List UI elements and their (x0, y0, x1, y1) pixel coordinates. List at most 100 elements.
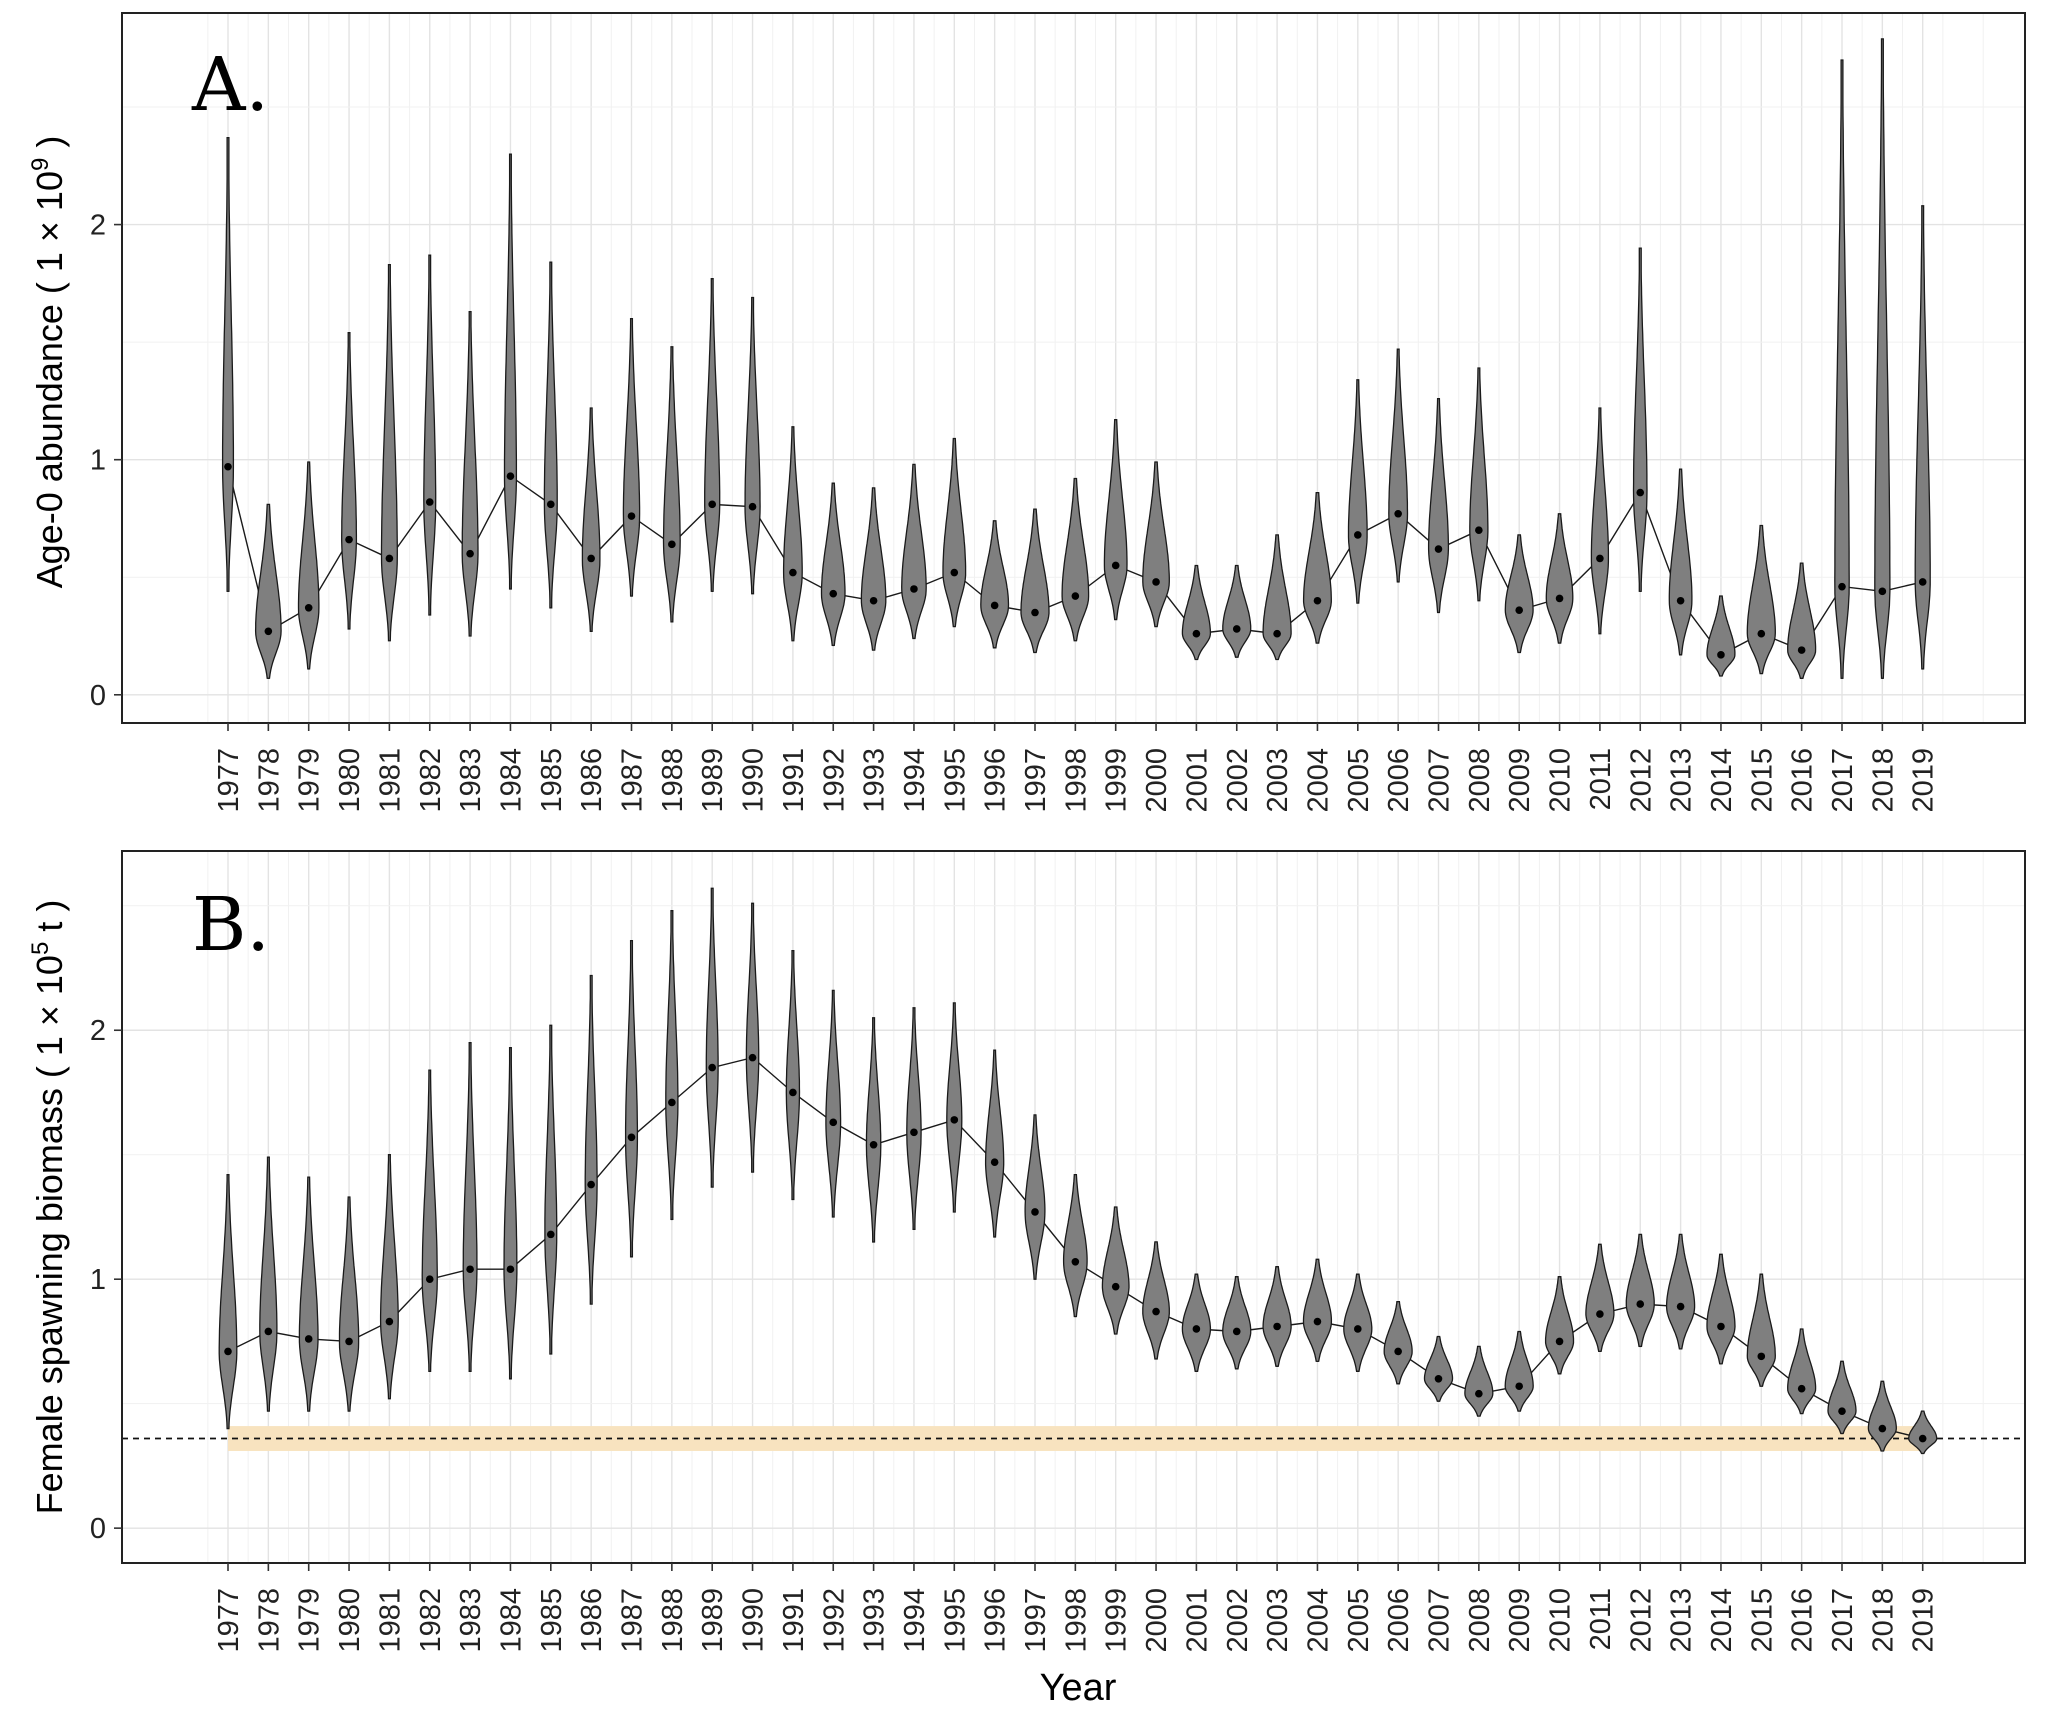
violin-2006 (1383, 1300, 1413, 1385)
median-point-2012 (1636, 1300, 1645, 1308)
median-point-1979 (304, 604, 313, 612)
median-point-1985 (547, 1230, 555, 1239)
median-point-2009 (1515, 606, 1523, 614)
x-tick-label: 1991 (778, 748, 810, 813)
median-point-1983 (466, 549, 474, 558)
median-point-1980 (345, 1337, 353, 1346)
median-point-1989 (708, 500, 716, 509)
median-point-2004 (1313, 596, 1322, 605)
violin-2007 (1427, 397, 1450, 614)
x-tick-label: 2012 (1625, 748, 1657, 813)
median-point-1986 (587, 1180, 595, 1189)
violin-2004 (1302, 491, 1332, 644)
x-tick-label: 1994 (899, 1588, 931, 1653)
x-tick-label: 2014 (1706, 1588, 1738, 1653)
median-point-2013 (1676, 1302, 1685, 1311)
median-point-1999 (1111, 561, 1120, 570)
y-tick-label: 1 (90, 445, 106, 477)
x-tick-label: 1996 (980, 748, 1012, 813)
median-point-1996 (990, 601, 999, 610)
violin-2001 (1181, 1273, 1212, 1372)
median-point-1977 (224, 1347, 232, 1356)
violin-2009 (1504, 1330, 1534, 1412)
x-tick-label: 1986 (576, 1588, 608, 1653)
panel-a-y-axis-label: Age-0 abundance ( 1 × 109 ) (27, 136, 70, 589)
violin-2012 (1632, 247, 1648, 592)
x-tick-label: 1989 (697, 1588, 729, 1653)
median-point-2000 (1152, 578, 1160, 586)
violin-2011 (1585, 1243, 1615, 1353)
violin-2012 (1625, 1233, 1655, 1348)
violin-2002 (1222, 1276, 1252, 1370)
median-point-1994 (910, 585, 918, 593)
median-point-2017 (1838, 1407, 1846, 1415)
violin-2006 (1388, 348, 1409, 583)
median-point-2009 (1515, 1382, 1523, 1391)
violin-1978 (254, 503, 282, 679)
median-point-2002 (1232, 625, 1241, 633)
median-point-2003 (1273, 1322, 1281, 1331)
median-point-2003 (1273, 629, 1281, 638)
x-tick-label: 1979 (294, 748, 326, 813)
violin-1986 (581, 407, 601, 632)
x-tick-label: 1977 (213, 748, 245, 813)
violin-1983 (461, 310, 479, 637)
median-point-2017 (1838, 582, 1846, 591)
violin-1989 (705, 887, 719, 1188)
violin-2018 (1867, 1380, 1897, 1452)
x-tick-label: 1993 (859, 748, 891, 813)
x-tick-label: 1988 (657, 1588, 689, 1653)
violin-1984 (503, 153, 518, 590)
x-tick-label: 2013 (1666, 1588, 1698, 1653)
median-point-1988 (668, 540, 676, 549)
median-point-2007 (1434, 1374, 1443, 1383)
median-point-2010 (1555, 594, 1564, 603)
x-tick-label: 1994 (899, 748, 931, 813)
panel-b-median-points (224, 1053, 1927, 1443)
violin-1981 (380, 263, 398, 642)
median-point-1993 (869, 1140, 878, 1149)
x-tick-label: 2019 (1908, 748, 1940, 813)
violin-1990 (745, 902, 760, 1173)
x-tick-label: 2018 (1867, 1588, 1899, 1653)
panel-b-reference-band (122, 1426, 2025, 1451)
median-point-1980 (345, 535, 353, 544)
violin-2014 (1706, 595, 1736, 677)
x-tick-label: 2009 (1504, 1588, 1536, 1653)
violin-2001 (1181, 564, 1212, 661)
x-tick-label: 1979 (294, 1588, 326, 1653)
median-point-1997 (1031, 608, 1039, 617)
violin-2013 (1665, 1233, 1696, 1350)
median-point-1986 (587, 554, 595, 563)
violin-2008 (1469, 367, 1489, 602)
x-tick-label: 1982 (415, 1588, 447, 1653)
median-point-2016 (1797, 1384, 1806, 1393)
x-tick-label: 1984 (495, 1588, 527, 1653)
x-tick-label: 1998 (1060, 748, 1092, 813)
x-tick-label: 1982 (415, 748, 447, 813)
x-tick-label: 2005 (1343, 748, 1375, 813)
violin-1998 (1062, 1173, 1088, 1318)
median-point-2019 (1918, 578, 1927, 586)
panel-a-y-ticks: 0 1 2 (90, 210, 122, 712)
panel-a: 0 1 2 1977 1978 1979 1980 1981 1982 1983 1984 1985… (27, 12, 2026, 813)
x-tick-label: 2010 (1545, 748, 1577, 813)
violin-1989 (704, 278, 721, 592)
median-point-1995 (950, 568, 959, 577)
violin-2010 (1544, 1276, 1575, 1375)
violin-2015 (1746, 1273, 1776, 1387)
median-point-2013 (1676, 596, 1685, 605)
panel-a-median-points (224, 462, 1927, 659)
median-point-1998 (1071, 1257, 1080, 1266)
violin-1979 (298, 1176, 319, 1412)
median-point-2011 (1596, 554, 1604, 563)
x-tick-label: 2008 (1464, 748, 1496, 813)
x-tick-label: 1987 (617, 1588, 649, 1653)
x-tick-label: 1980 (334, 748, 366, 813)
median-point-1990 (748, 502, 757, 511)
median-point-2018 (1878, 587, 1887, 596)
x-tick-label: 1985 (536, 748, 568, 813)
median-point-1992 (829, 1118, 838, 1127)
x-tick-label: 2001 (1181, 748, 1213, 813)
x-tick-label: 2004 (1302, 748, 1334, 813)
